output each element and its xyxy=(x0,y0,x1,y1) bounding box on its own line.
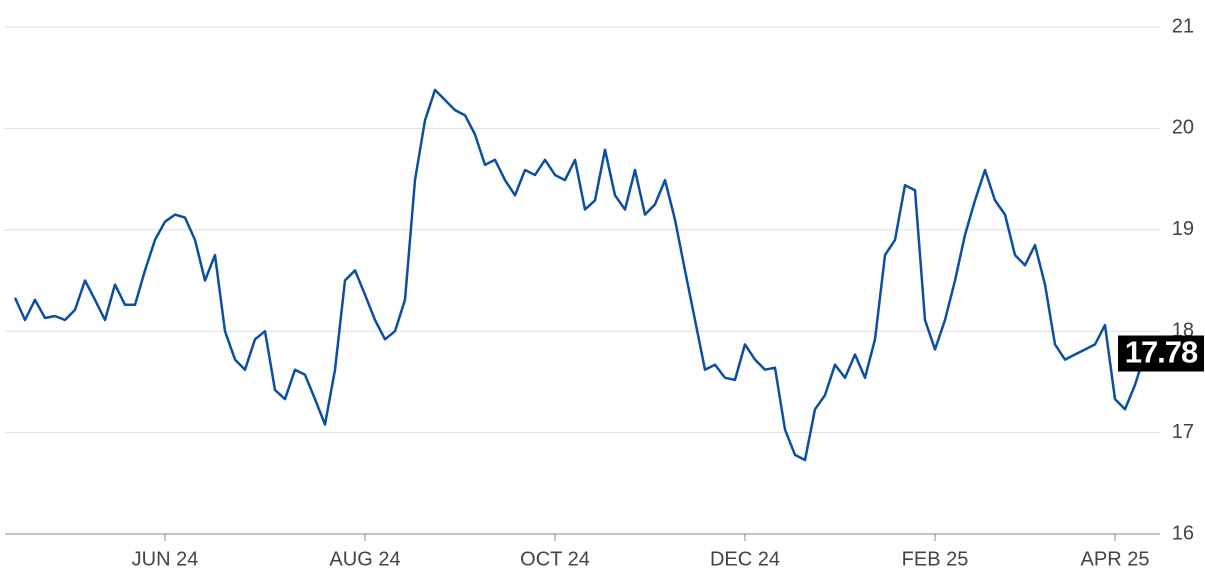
x-tick-label: AUG 24 xyxy=(329,548,400,570)
y-tick-label: 20 xyxy=(1172,117,1194,139)
x-tick-label: OCT 24 xyxy=(520,548,590,570)
x-tick-label: JUN 24 xyxy=(132,548,199,570)
last-value-label: 17.78 xyxy=(1125,335,1198,370)
last-value-badge xyxy=(1118,335,1204,372)
y-tick-label: 16 xyxy=(1172,522,1194,544)
y-tick-label: 19 xyxy=(1172,218,1194,240)
price-line xyxy=(13,88,1147,462)
x-tick-label: FEB 25 xyxy=(902,548,969,570)
y-tick-label: 17 xyxy=(1172,421,1194,443)
x-tick-label: APR 25 xyxy=(1081,548,1150,570)
y-tick-label: 21 xyxy=(1172,15,1194,37)
x-tick-label: DEC 24 xyxy=(710,548,780,570)
